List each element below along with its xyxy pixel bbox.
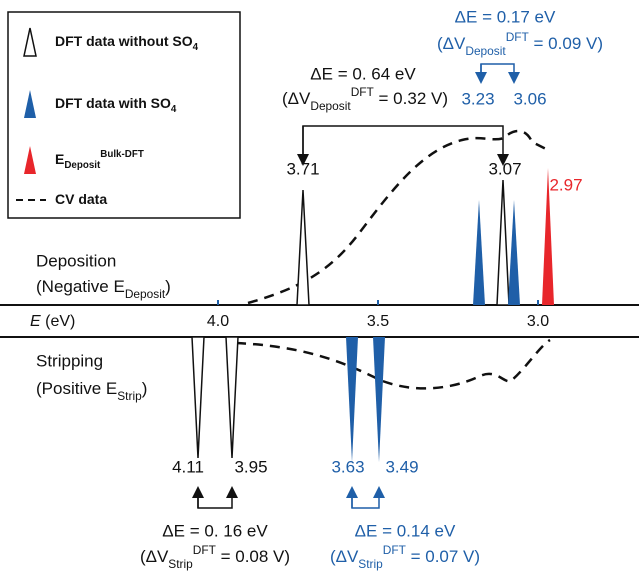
text-part: = 0.32 V) xyxy=(374,89,448,108)
text-part: 4 xyxy=(171,104,177,115)
text-part: E xyxy=(55,151,64,167)
text-part: DFT xyxy=(383,543,406,557)
text-part: DFT xyxy=(351,85,374,99)
region-title: Deposition xyxy=(36,251,116,270)
text-part: ) xyxy=(165,277,171,296)
annotation: (ΔVDepositDFT = 0.09 V) xyxy=(437,30,603,58)
legend-label: EDepositBulk-DFT xyxy=(55,149,144,171)
text-part: Strip xyxy=(168,557,193,571)
peak xyxy=(496,179,510,306)
cv-curve xyxy=(235,338,551,390)
peak xyxy=(508,200,520,305)
peak-label: 3.95 xyxy=(234,457,267,476)
peak-label: 3.49 xyxy=(385,457,418,476)
text-part: Bulk-DFT xyxy=(100,149,144,160)
peak-label: 3.23 xyxy=(461,89,494,108)
peak xyxy=(346,337,358,462)
text-part: Deposit xyxy=(465,44,506,58)
peak-label: 3.63 xyxy=(331,457,364,476)
peak-label: 3.07 xyxy=(488,159,521,178)
tick-label: 3.5 xyxy=(367,313,389,330)
legend-icon xyxy=(23,27,37,57)
text-part: Strip xyxy=(117,389,142,403)
bracket xyxy=(197,486,238,509)
text-part: (Negative E xyxy=(36,277,125,296)
text-part: Deposit xyxy=(125,287,166,301)
text-part: E xyxy=(30,313,41,330)
bracket xyxy=(480,63,520,84)
annotation: (ΔVStripDFT = 0.07 V) xyxy=(330,543,480,571)
legend-icon xyxy=(24,146,36,174)
text-part: ) xyxy=(142,379,148,398)
peak xyxy=(191,336,205,459)
text-part: DFT xyxy=(506,30,529,44)
peak xyxy=(473,200,485,305)
text-part: Deposit xyxy=(310,99,351,113)
legend-label: CV data xyxy=(55,191,107,207)
annotation: (ΔVStripDFT = 0.08 V) xyxy=(140,543,290,571)
text-part: DFT data with SO xyxy=(55,95,171,111)
text-part: (ΔV xyxy=(140,547,169,566)
region-title: Stripping xyxy=(36,351,103,370)
annotation: ΔE = 0.17 eV xyxy=(455,7,556,26)
peak xyxy=(225,336,239,459)
annotation: (ΔVDepositDFT = 0.32 V) xyxy=(282,85,448,113)
peak-label: 3.06 xyxy=(513,89,546,108)
cv-curve xyxy=(247,129,549,305)
peak-label: 4.11 xyxy=(172,457,204,476)
text-part: (ΔV xyxy=(437,34,466,53)
text-part: (ΔV xyxy=(330,547,359,566)
peak-label: 2.97 xyxy=(549,175,582,194)
annotation: ΔE = 0. 16 eV xyxy=(162,521,268,540)
annotation: ΔE = 0. 64 eV xyxy=(310,64,416,83)
region-subtitle: (Positive EStrip) xyxy=(36,379,147,403)
tick-label: 4.0 xyxy=(207,313,229,330)
text-part: CV data xyxy=(55,191,107,207)
legend-icon xyxy=(24,90,36,118)
annotation: ΔE = 0.14 eV xyxy=(355,521,456,540)
bracket xyxy=(302,125,509,166)
legend-label: DFT data without SO4 xyxy=(55,33,199,53)
text-part: 4 xyxy=(193,42,199,53)
peak xyxy=(373,337,385,462)
legend-box xyxy=(7,11,241,219)
text-part: (Positive E xyxy=(36,379,117,398)
text-part: (ΔV xyxy=(282,89,311,108)
text-part: = 0.09 V) xyxy=(529,34,603,53)
peak xyxy=(296,189,310,306)
peak xyxy=(542,168,554,305)
text-part: = 0.08 V) xyxy=(216,547,290,566)
legend-label: DFT data with SO4 xyxy=(55,95,177,115)
text-part: (eV) xyxy=(41,313,76,330)
text-part: Strip xyxy=(358,557,383,571)
text-part: DFT xyxy=(193,543,216,557)
text-part: DFT data without SO xyxy=(55,33,193,49)
bracket xyxy=(351,486,385,509)
peak-label: 3.71 xyxy=(286,159,319,178)
axis-label: E (eV) xyxy=(30,313,75,330)
text-part: Deposit xyxy=(64,160,101,171)
text-part: = 0.07 V) xyxy=(406,547,480,566)
region-subtitle: (Negative EDeposit) xyxy=(36,277,171,301)
tick-label: 3.0 xyxy=(527,313,549,330)
